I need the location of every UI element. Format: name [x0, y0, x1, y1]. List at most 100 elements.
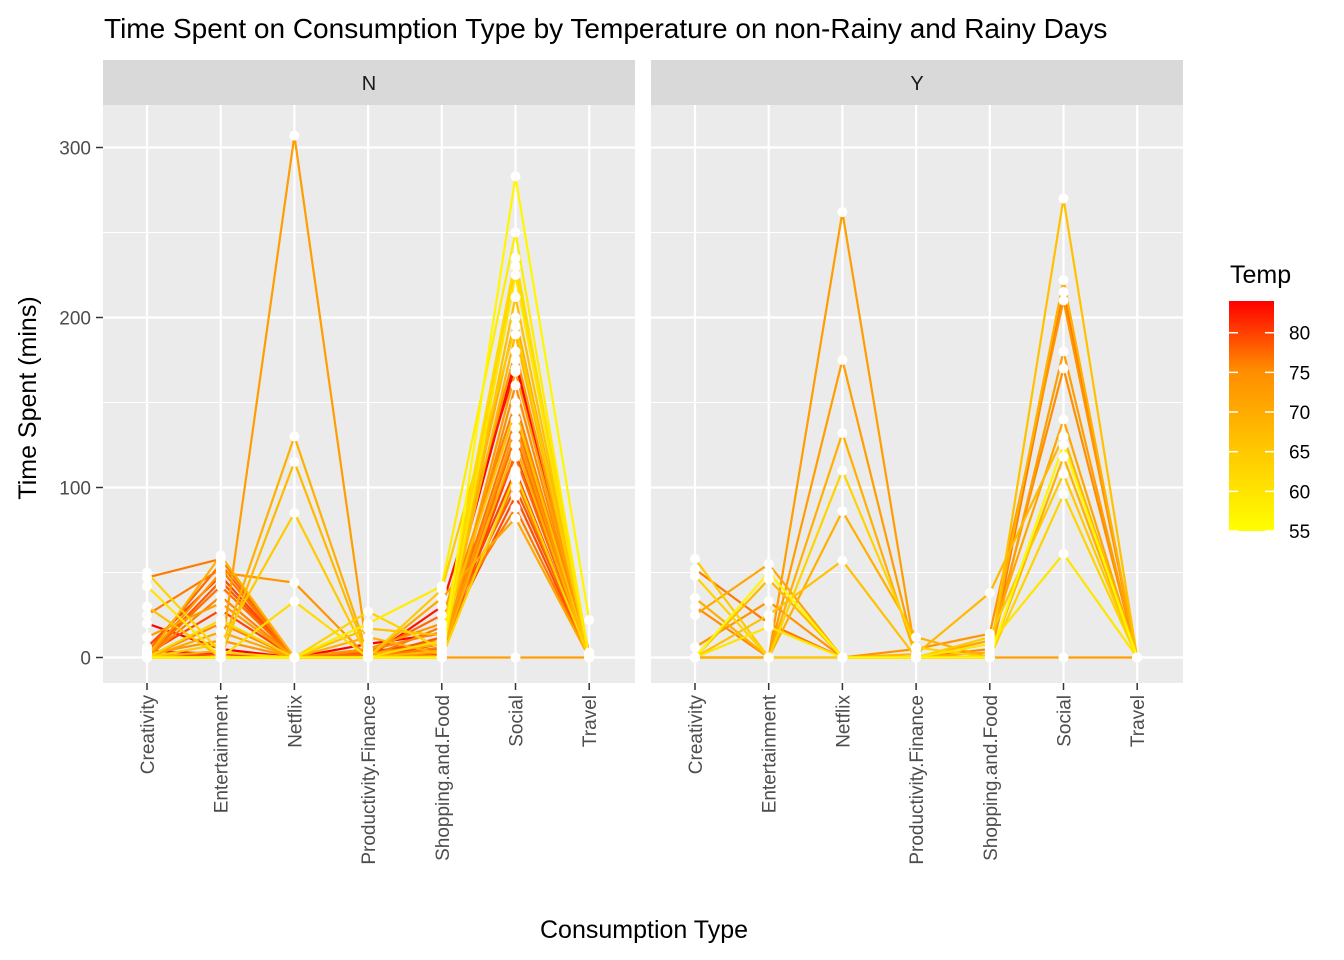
x-tick-label: Netflix — [833, 695, 854, 748]
data-point — [142, 632, 152, 643]
x-tick-label: Productivity.Finance — [359, 695, 380, 865]
data-point — [510, 468, 521, 479]
strip-label: Y — [910, 73, 923, 95]
data-point — [1058, 363, 1069, 374]
data-point — [215, 598, 226, 609]
data-point — [763, 610, 774, 620]
data-point — [215, 550, 226, 561]
data-point — [837, 355, 848, 365]
data-point — [1058, 468, 1069, 479]
data-point — [763, 596, 774, 607]
panel-N: N 0 100 200 300 Creativity Entertainment Netfli… — [59, 60, 635, 865]
data-point — [911, 632, 922, 643]
data-point — [510, 321, 521, 331]
legend-colorbar — [1229, 301, 1274, 531]
data-point — [510, 482, 521, 493]
data-point — [1058, 414, 1069, 425]
data-point — [363, 632, 374, 643]
strip-label: N — [362, 73, 376, 95]
data-point — [690, 553, 700, 564]
facet-panels: N 0 100 200 300 Creativity Entertainment Netfli… — [59, 60, 1183, 865]
data-point — [436, 610, 447, 620]
data-point — [510, 227, 521, 238]
data-point — [289, 457, 300, 467]
legend-tick-label: 70 — [1289, 403, 1310, 424]
data-point — [289, 130, 300, 141]
data-point — [911, 652, 922, 663]
data-point — [215, 615, 226, 626]
data-point — [510, 652, 521, 663]
y-tick-label: 200 — [59, 309, 91, 330]
strip-bg — [651, 60, 1183, 105]
data-point — [510, 513, 521, 524]
data-point — [763, 567, 774, 578]
data-point — [690, 610, 700, 620]
data-point — [142, 652, 152, 663]
data-point — [763, 621, 774, 632]
data-point — [690, 570, 700, 581]
data-point — [510, 451, 521, 462]
data-point — [289, 596, 300, 607]
data-point — [142, 581, 152, 592]
x-tick-label: Travel — [580, 695, 601, 747]
data-point — [436, 652, 447, 663]
data-point — [763, 559, 774, 569]
data-point — [763, 652, 774, 663]
data-point — [837, 465, 848, 476]
x-axis-title: Consumption Type — [540, 916, 748, 944]
data-point — [363, 618, 374, 629]
data-point — [1058, 431, 1069, 442]
data-point — [215, 652, 226, 663]
chart-title: Time Spent on Consumption Type by Temper… — [104, 13, 1107, 44]
data-point — [289, 652, 300, 663]
data-point — [289, 431, 300, 442]
data-point — [215, 581, 226, 592]
data-point — [1058, 489, 1069, 500]
data-point — [584, 652, 595, 663]
data-point — [289, 577, 300, 588]
data-point — [984, 587, 995, 598]
data-point — [510, 491, 521, 501]
data-point — [1058, 652, 1069, 663]
data-point — [510, 270, 521, 280]
data-point — [690, 652, 700, 663]
data-point — [436, 593, 447, 603]
data-point — [510, 423, 521, 433]
data-point — [510, 346, 521, 357]
data-point — [837, 555, 848, 566]
data-point — [363, 652, 374, 663]
x-tick-label: Creativity — [686, 695, 707, 775]
x-tick-label: Shopping.and.Food — [433, 695, 454, 861]
data-point — [510, 171, 521, 182]
data-point — [510, 380, 521, 391]
data-point — [142, 610, 152, 620]
data-point — [584, 615, 595, 626]
x-tick-label: Creativity — [138, 695, 159, 775]
data-point — [289, 508, 300, 518]
x-tick-label: Entertainment — [212, 694, 233, 813]
data-point — [837, 652, 848, 663]
data-point — [984, 652, 995, 663]
data-point — [215, 567, 226, 578]
data-point — [1058, 548, 1069, 559]
data-point — [690, 601, 700, 612]
data-point — [911, 642, 922, 653]
legend-ticks: 55 60 65 70 75 80 — [1229, 324, 1310, 543]
data-point — [510, 366, 521, 377]
legend-tick-label: 55 — [1289, 522, 1310, 543]
panel-Y: Y Creativity Entertainment Netflix Productiv… — [651, 60, 1183, 865]
data-point — [1132, 652, 1143, 663]
x-tick-label: Entertainment — [760, 694, 781, 813]
legend-title: Temp — [1230, 261, 1291, 289]
x-tick-label: Netflix — [285, 695, 306, 748]
data-point — [1058, 287, 1069, 297]
y-tick-label: 100 — [59, 479, 91, 500]
x-tick-label: Productivity.Finance — [907, 695, 928, 865]
legend-tick-label: 65 — [1289, 443, 1310, 464]
data-point — [510, 329, 521, 340]
data-point — [510, 261, 521, 272]
x-tick-label: Shopping.and.Food — [981, 695, 1002, 861]
temp-legend: Temp 55 60 65 70 75 80 — [1229, 261, 1310, 543]
legend-tick-label: 75 — [1289, 363, 1310, 384]
